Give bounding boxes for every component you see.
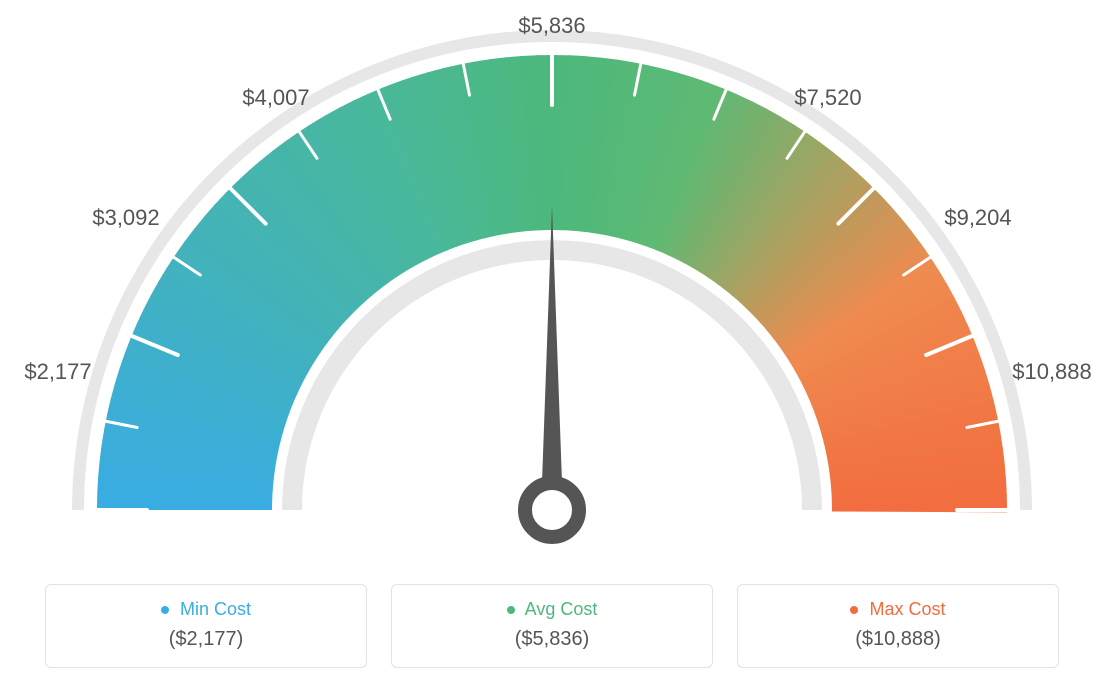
gauge-chart-container: $2,177 $3,092 $4,007 $5,836 $7,520 $9,204 $10,… [0, 0, 1104, 690]
gauge-tick-label: $9,204 [944, 205, 1011, 231]
gauge-tick-label: $4,007 [242, 85, 309, 111]
legend-min-title: Min Cost [46, 599, 366, 620]
legend-row: Min Cost ($2,177) Avg Cost ($5,836) Max … [0, 584, 1104, 668]
legend-card-avg: Avg Cost ($5,836) [391, 584, 713, 668]
legend-min-value: ($2,177) [46, 628, 366, 651]
gauge-tick-label: $5,836 [518, 13, 585, 39]
legend-min-title-text: Min Cost [180, 599, 251, 619]
gauge: $2,177 $3,092 $4,007 $5,836 $7,520 $9,204 $10,… [0, 0, 1104, 560]
dot-icon [507, 606, 515, 614]
gauge-tick-label: $10,888 [1012, 359, 1092, 385]
legend-card-max: Max Cost ($10,888) [737, 584, 1059, 668]
gauge-tick-label: $3,092 [92, 205, 159, 231]
dot-icon [850, 606, 858, 614]
legend-avg-title: Avg Cost [392, 599, 712, 620]
gauge-tick-label: $2,177 [24, 359, 91, 385]
legend-max-value: ($10,888) [738, 628, 1058, 651]
gauge-svg [0, 0, 1104, 560]
legend-avg-value: ($5,836) [392, 628, 712, 651]
legend-avg-title-text: Avg Cost [525, 599, 598, 619]
legend-max-title: Max Cost [738, 599, 1058, 620]
legend-card-min: Min Cost ($2,177) [45, 584, 367, 668]
dot-icon [161, 606, 169, 614]
legend-max-title-text: Max Cost [869, 599, 945, 619]
gauge-tick-label: $7,520 [794, 85, 861, 111]
